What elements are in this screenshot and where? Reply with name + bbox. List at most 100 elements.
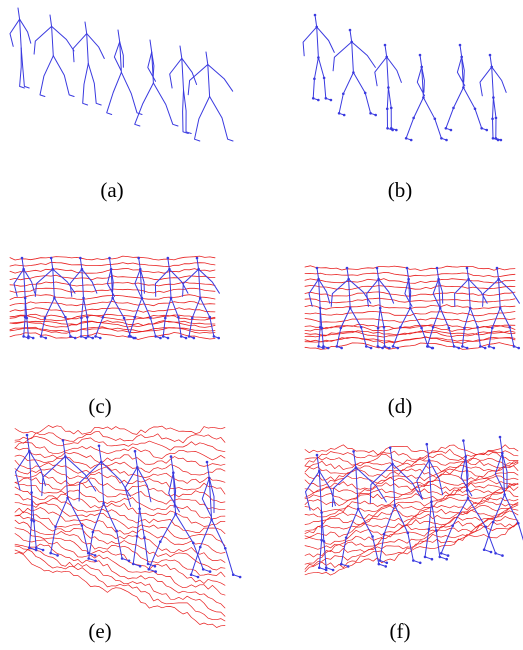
bone [388, 88, 396, 131]
joint [177, 316, 180, 319]
joint [217, 337, 220, 340]
joint [224, 547, 227, 550]
joint [102, 316, 105, 319]
bone [135, 451, 140, 509]
caption: (c) [88, 394, 111, 418]
joint [384, 44, 387, 47]
joint [485, 129, 488, 132]
joint [383, 345, 386, 348]
joint [138, 507, 141, 510]
joint [412, 117, 415, 120]
joint [391, 129, 394, 132]
joint [42, 549, 45, 552]
joint [357, 508, 360, 511]
joint [210, 518, 213, 521]
joint [386, 107, 389, 110]
trajectory [305, 505, 518, 544]
joint [320, 511, 323, 514]
bone [319, 279, 330, 303]
bone [21, 48, 29, 88]
joint [453, 345, 456, 348]
joint [154, 335, 157, 338]
trajectory [15, 425, 225, 434]
joint [407, 532, 410, 535]
bone [446, 88, 464, 131]
joint [501, 452, 504, 455]
joint [325, 566, 328, 569]
joint [167, 257, 170, 260]
joint [499, 436, 502, 439]
joint [467, 497, 470, 500]
bone [206, 52, 210, 97]
bone [34, 26, 52, 54]
bone [207, 462, 212, 520]
joint [199, 546, 202, 549]
joint [197, 268, 200, 271]
joint [62, 439, 65, 442]
joint [100, 461, 103, 464]
joint [318, 566, 321, 569]
bone [352, 42, 376, 68]
joint [439, 556, 442, 559]
joint [174, 513, 177, 516]
joint [409, 307, 412, 310]
joint [147, 568, 150, 571]
joint [317, 56, 320, 59]
joint [364, 92, 367, 95]
joint [347, 565, 350, 568]
joint [54, 525, 57, 528]
joint [388, 347, 391, 350]
joint [56, 554, 59, 557]
joint [154, 565, 157, 568]
joint [419, 562, 422, 565]
trajectory [10, 256, 215, 260]
joint [369, 112, 372, 115]
joint [80, 317, 83, 320]
joint [387, 86, 390, 89]
joint [436, 267, 439, 270]
joint [64, 455, 67, 458]
bone [10, 19, 20, 46]
joint [431, 347, 434, 350]
joint [108, 257, 111, 260]
joint [74, 337, 77, 340]
joint [213, 335, 216, 338]
bone [317, 27, 335, 53]
joint [317, 345, 320, 348]
joint [407, 278, 410, 281]
joint [517, 522, 520, 525]
caption: (f) [390, 619, 411, 643]
bone [135, 83, 154, 126]
joint [462, 86, 465, 89]
bone [354, 451, 359, 509]
joint [430, 500, 433, 503]
joint [488, 345, 491, 348]
bone [303, 27, 317, 56]
bone [195, 97, 210, 142]
bone [83, 64, 89, 106]
panel-a-drawing [10, 8, 233, 141]
joint [474, 107, 477, 110]
joint [376, 267, 379, 270]
joint [154, 570, 157, 573]
panel-e-drawing [15, 425, 241, 627]
joint [110, 268, 113, 271]
joint [322, 345, 325, 348]
bone [50, 15, 53, 56]
joint [128, 335, 131, 338]
joint [374, 114, 377, 117]
joint [159, 540, 162, 543]
joint [448, 327, 451, 330]
joint [206, 461, 209, 464]
bone [18, 8, 21, 48]
bone [73, 34, 87, 62]
joint [87, 335, 90, 338]
joint [452, 107, 455, 110]
joint [115, 530, 118, 533]
joint [483, 548, 486, 551]
joint [81, 524, 84, 527]
bone [333, 42, 352, 71]
joint [86, 316, 89, 319]
joint [317, 99, 320, 102]
joint [30, 491, 33, 494]
